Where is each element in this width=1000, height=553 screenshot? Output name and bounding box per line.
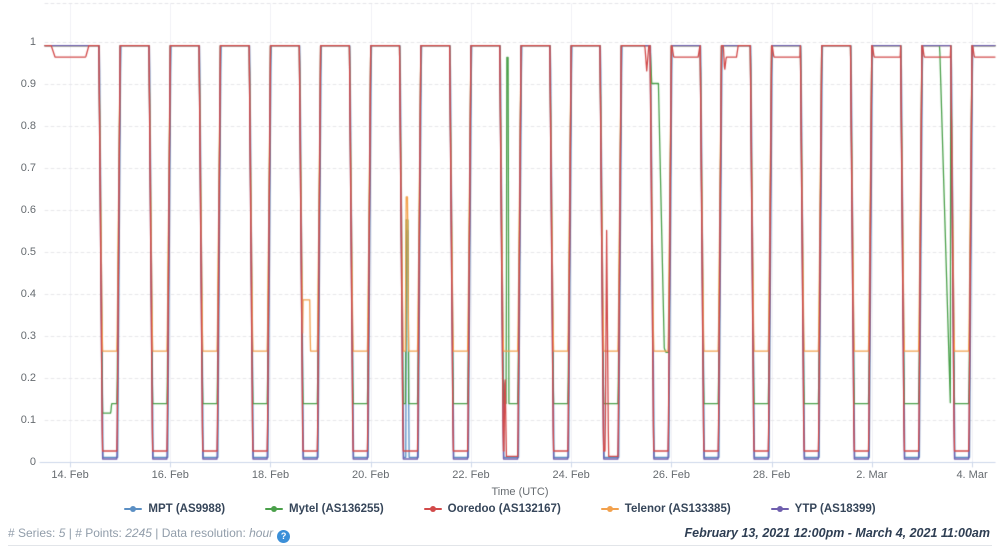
legend-series-label: YTP (AS18399) xyxy=(794,503,876,515)
data-resolution-value: hour xyxy=(249,526,274,540)
data-resolution-label: Data resolution: xyxy=(161,526,246,540)
x-tick-label: 28. Feb xyxy=(752,469,791,481)
y-tick-label: 0.7 xyxy=(20,161,36,174)
series-count-value: 5 xyxy=(58,526,66,540)
x-tick-label: 26. Feb xyxy=(652,469,691,481)
legend-series-label: Mytel (AS136255) xyxy=(289,503,384,515)
legend-item[interactable]: Mytel (AS136255) xyxy=(265,503,384,515)
legend-series-label: Telenor (AS133385) xyxy=(624,503,731,515)
legend-item[interactable]: Telenor (AS133385) xyxy=(600,503,731,515)
help-icon[interactable]: ? xyxy=(277,530,291,543)
legend-series-marker-icon xyxy=(770,505,789,513)
legend-item[interactable]: YTP (AS18399) xyxy=(770,503,876,515)
y-tick-label: 0.3 xyxy=(20,329,36,342)
y-tick-label: 0.4 xyxy=(20,287,36,300)
chart-legend: MPT (AS9988) Mytel (AS136255) Ooredoo (AS1… xyxy=(0,503,1000,515)
legend-item[interactable]: Ooredoo (AS132167) xyxy=(423,503,561,515)
legend-series-marker-icon xyxy=(423,505,442,513)
points-count-value: 2245 xyxy=(125,526,152,540)
x-tick-label: 24. Feb xyxy=(552,469,590,481)
y-tick-label: 0.5 xyxy=(20,245,36,258)
y-tick-label: 0.2 xyxy=(20,371,36,384)
x-tick-label: 4. Mar xyxy=(956,469,988,481)
x-tick-label: 16. Feb xyxy=(151,469,189,481)
x-tick-label: 20. Feb xyxy=(352,469,390,481)
timeseries-plot-canvas[interactable] xyxy=(0,0,1000,500)
x-tick-label: 22. Feb xyxy=(452,469,490,481)
bottom-divider xyxy=(8,545,992,546)
x-axis-title: Time (UTC) xyxy=(491,486,549,498)
y-tick-label: 0.9 xyxy=(20,77,36,90)
legend-series-marker-icon xyxy=(600,505,619,513)
legend-series-label: Ooredoo (AS132167) xyxy=(447,503,561,515)
y-tick-label: 0 xyxy=(29,455,36,468)
y-tick-label: 0.6 xyxy=(20,203,36,216)
stats-separator: | xyxy=(65,526,76,540)
y-tick-label: 0.1 xyxy=(20,413,36,426)
chart-footer: # Series: 5 | # Points: 2245 | Data reso… xyxy=(0,524,1000,544)
series-stats: # Series: 5 | # Points: 2245 | Data reso… xyxy=(8,526,291,543)
legend-series-marker-icon xyxy=(265,505,284,513)
x-tick-label: 2. Mar xyxy=(856,469,888,481)
y-tick-label: 0.8 xyxy=(20,119,36,132)
x-tick-label: 18. Feb xyxy=(251,469,290,481)
stats-separator: | xyxy=(151,526,162,540)
legend-series-label: MPT (AS9988) xyxy=(148,503,226,515)
date-range-label: February 13, 2021 12:00pm - March 4, 202… xyxy=(684,526,991,540)
y-tick-label: 1 xyxy=(29,35,36,48)
series-count-label: # Series: xyxy=(8,526,56,540)
points-count-label: # Points: xyxy=(75,526,122,540)
x-tick-label: 14. Feb xyxy=(51,469,89,481)
legend-series-marker-icon xyxy=(124,505,143,513)
legend-item[interactable]: MPT (AS9988) xyxy=(124,503,225,515)
